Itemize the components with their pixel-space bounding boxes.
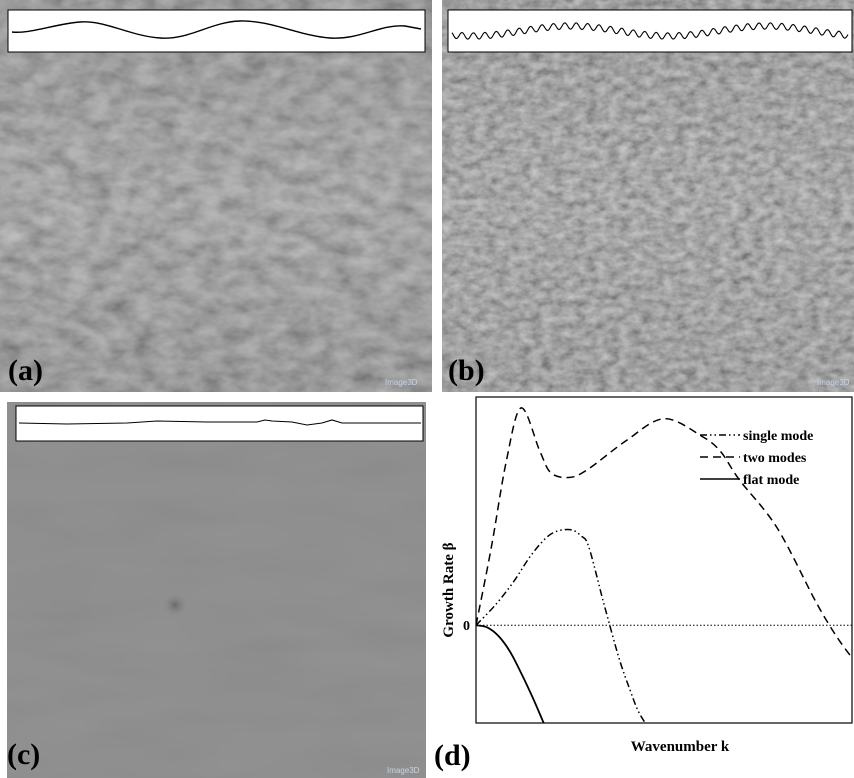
y-tick-label: 0 bbox=[463, 619, 470, 634]
surface-render-a bbox=[0, 0, 432, 392]
panel-a: (a) Image3D bbox=[0, 0, 432, 392]
panel-label-b: (b) bbox=[448, 354, 485, 387]
watermark-b: Image3D bbox=[817, 378, 850, 387]
y-axis-label: Growth Rate β bbox=[441, 542, 457, 637]
growth-rate-chart: 0 Wavenumber k Growth Rate β single mode… bbox=[441, 396, 853, 755]
watermark-a: Image3D bbox=[385, 378, 418, 387]
series-line-single-mode bbox=[476, 528, 646, 723]
profile-inset-b bbox=[447, 9, 853, 53]
series-layer bbox=[476, 407, 852, 723]
series-line-two-modes bbox=[476, 407, 852, 659]
legend-label-flat-mode: flat mode bbox=[743, 473, 799, 488]
panel-c: (c) Image3D bbox=[7, 402, 426, 778]
plot-frame bbox=[475, 396, 853, 724]
surface-render-b bbox=[442, 0, 854, 392]
panel-b: (b) Image3D bbox=[442, 0, 854, 392]
panel-label-d: (d) bbox=[434, 739, 471, 772]
panel-label-c: (c) bbox=[7, 738, 41, 771]
legend: single mode two modes flat mode bbox=[700, 429, 813, 488]
profile-curve-b bbox=[451, 22, 849, 40]
legend-label-single-mode: single mode bbox=[743, 429, 813, 444]
panel-label-a: (a) bbox=[8, 354, 43, 387]
surface-defect bbox=[163, 593, 187, 617]
profile-curve-c bbox=[18, 419, 421, 426]
panel-d: 0 Wavenumber k Growth Rate β single mode… bbox=[432, 395, 854, 778]
profile-inset-a bbox=[7, 9, 426, 53]
legend-label-two-modes: two modes bbox=[743, 451, 807, 466]
series-line-flat-mode bbox=[476, 624, 545, 723]
profile-curve-a bbox=[11, 20, 422, 39]
x-axis-label: Wavenumber k bbox=[631, 739, 730, 755]
surface-render-c bbox=[7, 402, 426, 778]
watermark-c: Image3D bbox=[387, 766, 420, 775]
